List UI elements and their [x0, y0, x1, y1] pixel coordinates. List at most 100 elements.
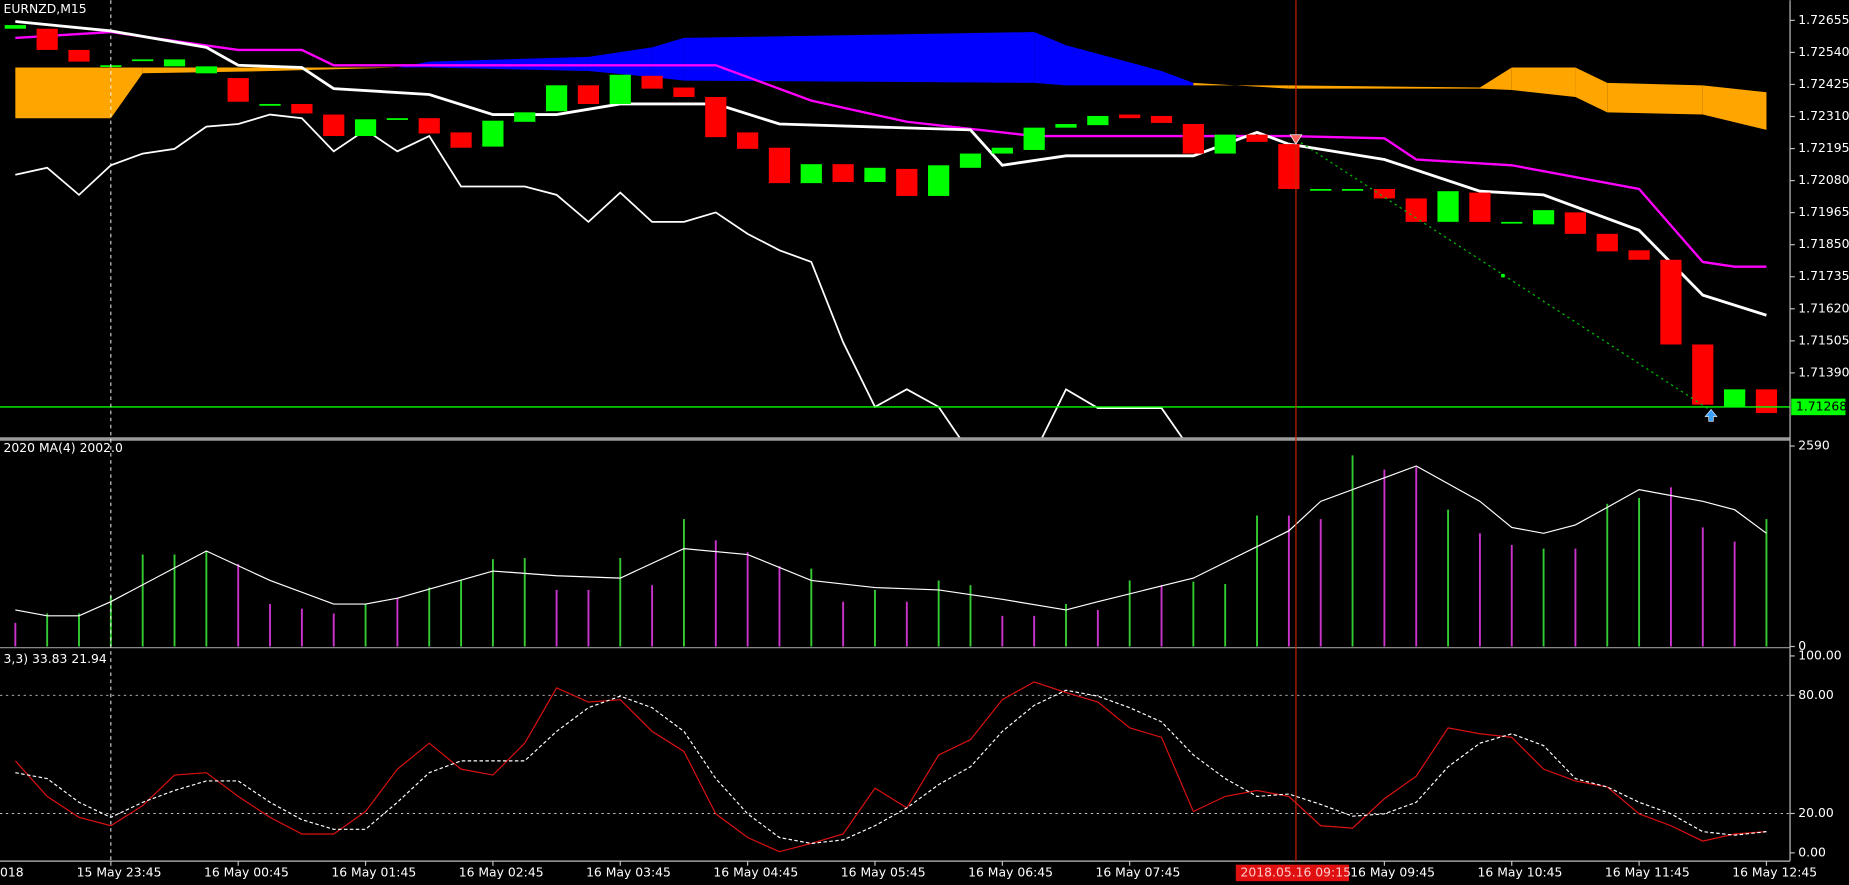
volume-bar [1478, 533, 1481, 647]
volume-bar [778, 566, 781, 647]
candle [1341, 188, 1364, 191]
volume-bar [1351, 455, 1354, 647]
cloud-segment [683, 32, 1035, 83]
volume-bar [364, 604, 367, 647]
x-tick-label: 16 May 02:45 [459, 865, 544, 879]
candle [1660, 259, 1682, 345]
volume-bar [1065, 604, 1067, 647]
candle [1087, 115, 1109, 126]
panel-title: 3,3) 33.83 21.94 [4, 652, 107, 666]
volume-bar [810, 568, 813, 647]
candle [1150, 115, 1173, 123]
cloud-segment [588, 47, 653, 77]
y-tick-label: 1.71965 [1798, 205, 1849, 219]
candle [482, 120, 504, 147]
candle [1310, 188, 1332, 191]
x-tick-label: 16 May 10:45 [1478, 865, 1563, 879]
candle [1437, 191, 1459, 222]
volume-bar [651, 585, 654, 647]
volume-bar [1319, 519, 1322, 647]
volume-bar [396, 598, 399, 647]
candle [609, 74, 631, 104]
volume-bar [619, 558, 622, 647]
volume-bar [332, 613, 335, 647]
candle [354, 119, 377, 137]
y-tick-label: 1.72425 [1798, 77, 1849, 91]
trend-dot [1501, 273, 1505, 278]
candle [1469, 192, 1491, 222]
x-tick-label: 16 May 06:45 [968, 865, 1053, 879]
volume-bar [1256, 515, 1258, 647]
y-tick-label: 20.00 [1798, 806, 1834, 820]
oscillator-line [14, 681, 1767, 853]
volume-bar [491, 559, 494, 647]
candle [641, 75, 663, 89]
y-tick-label: 1.72540 [1798, 45, 1849, 59]
cursor-label: 2018.05.16 09:15 [1241, 865, 1351, 879]
candle [1692, 344, 1714, 405]
candle [768, 147, 791, 184]
volume-bar [682, 519, 685, 647]
indicator-line [15, 113, 1184, 438]
panel-title: 2020 MA(4) 2002.0 [4, 441, 123, 455]
x-tick-label: 15 May 23:45 [77, 865, 162, 879]
volume-bar [1606, 503, 1609, 647]
candle [1564, 212, 1587, 234]
candle [1724, 389, 1746, 407]
candle [68, 49, 90, 62]
candle [1373, 188, 1396, 199]
y-tick-label: 2590 [1798, 439, 1830, 453]
candle [323, 114, 345, 137]
y-tick-label: 1.72195 [1798, 141, 1849, 155]
volume-bar [78, 613, 80, 647]
price-label: 1.71268 [1796, 399, 1847, 413]
y-tick-label: 1.72080 [1798, 173, 1849, 187]
cloud-segment [1479, 67, 1512, 91]
volume-bar [1669, 487, 1672, 647]
volume-bar [1447, 509, 1450, 647]
ma-line [15, 465, 1767, 617]
volume-bar [173, 554, 176, 647]
candle [227, 78, 249, 102]
volume-bar [905, 601, 908, 647]
candle [1055, 124, 1077, 128]
candle [1405, 198, 1427, 222]
x-tick-label: 16 May 07:45 [1095, 865, 1180, 879]
volume-bar [1192, 581, 1195, 647]
candle [1214, 134, 1236, 154]
candle [705, 97, 727, 138]
cloud-segment [1034, 32, 1067, 86]
x-tick-label: 16 May 00:45 [204, 865, 289, 879]
volume-bar [205, 550, 208, 647]
candle [959, 153, 982, 168]
volume-bar [300, 608, 303, 647]
candle [673, 87, 695, 98]
candle [1278, 144, 1300, 189]
cloud-segment [652, 37, 684, 81]
volume-bar [1224, 583, 1227, 647]
volume-bar [555, 589, 558, 647]
cloud-segment [1161, 71, 1194, 86]
cloud-segment [429, 56, 589, 72]
cloud-segment [1288, 85, 1480, 89]
candle [1182, 124, 1204, 154]
volume-bar [1383, 469, 1386, 647]
volume-bar [269, 604, 271, 647]
x-tick-label: 16 May 11:45 [1605, 865, 1690, 879]
x-tick-label: 16 May 01:45 [331, 865, 416, 879]
candle [514, 112, 536, 122]
buy-arrow [1704, 409, 1718, 422]
y-tick-label: 1.71620 [1798, 301, 1849, 315]
volume-bar [460, 580, 463, 647]
candle [36, 28, 58, 50]
candle [1628, 250, 1650, 260]
x-tick-label: 16 May 12:45 [1732, 865, 1817, 879]
candle [450, 132, 472, 148]
cloud-segment [1066, 45, 1162, 86]
volume-bar [14, 622, 17, 647]
volume-bar [1765, 519, 1768, 647]
y-tick-label: 1.72310 [1798, 109, 1849, 123]
volume-bar [1287, 515, 1290, 647]
